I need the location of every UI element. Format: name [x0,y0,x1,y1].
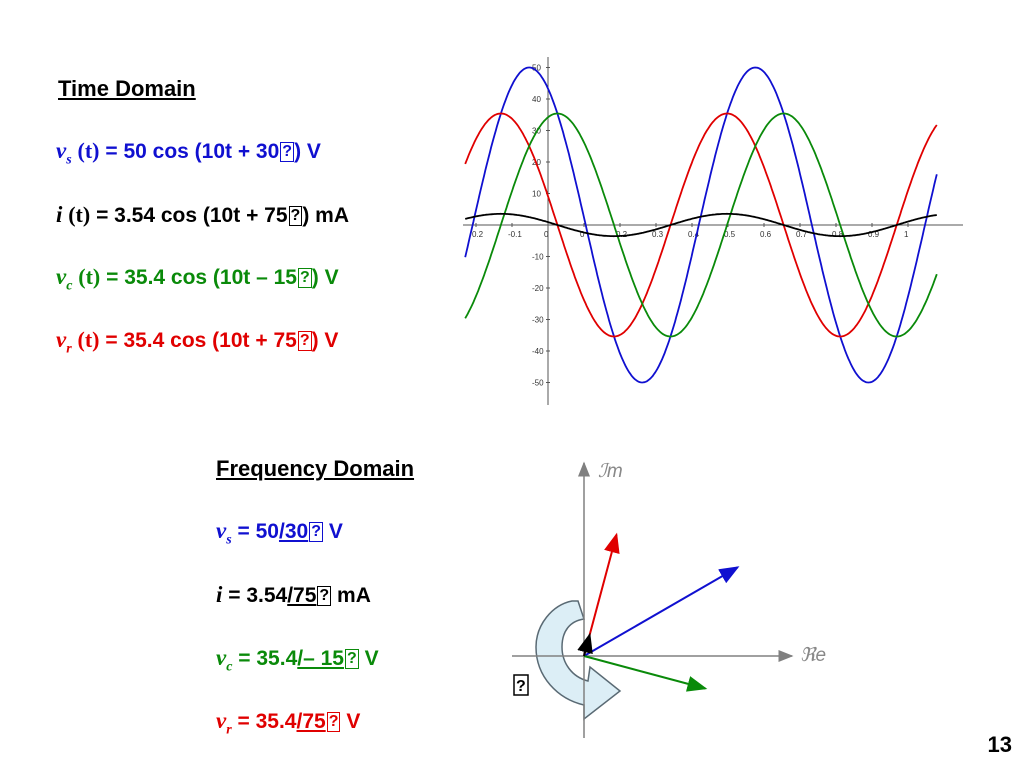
y-tick-label: 50 [532,64,541,73]
vs-symbol: vs [216,518,232,548]
x-tick-label: 0.2 [472,230,484,239]
vr-time-equation: vr (t) = 35.4 cos (10t + 75?) V [56,327,339,357]
vs-phasor-arrow [583,566,740,657]
y-tick-label: -30 [532,316,544,325]
degree-glyph: ? [326,712,341,733]
x-tick-label: 0.4 [688,230,700,239]
vc-phasor-equation: vc = 35.4/– 15? V [216,645,379,675]
rotation-glyph-box [513,674,529,696]
y-tick-label: -20 [532,284,544,293]
y-tick-label: -50 [532,379,544,388]
vs-waveform [464,66,938,384]
x-tick-label: 0.8 [832,230,844,239]
vr-symbol: vr [56,327,72,357]
vc-waveform [464,112,938,338]
degree-glyph: ? [280,142,295,163]
i-symbol: i [216,582,223,607]
x-tick-label: 0.7 [796,230,808,239]
i-time-equation: i (t) = 3.54 cos (10t + 75?) mA [56,202,349,227]
vs-time-equation: vs (t) = 50 cos (10t + 30?) V [56,138,321,168]
i-symbol: i [56,202,63,227]
vs-phasor-equation: vs = 50/30? V [216,518,343,548]
x-tick-label: 0.3 [652,230,664,239]
degree-glyph: ? [288,206,303,227]
y-tick-label: -40 [532,347,544,356]
x-tick-label: 0.2 [616,230,628,239]
frequency-domain-heading: Frequency Domain [216,456,415,481]
vr-waveform [464,112,938,338]
vc-time-equation: vc (t) = 35.4 cos (10t – 15?) V [56,264,339,294]
vc-symbol: vc [56,264,73,294]
vr-symbol: vr [216,708,232,738]
x-tick-label: 1 [904,230,909,239]
degree-glyph: ? [298,268,312,289]
degree-glyph: ? [309,522,323,543]
y-tick-label: -10 [532,253,544,262]
x-tick-label: 0.5 [724,230,736,239]
imaginary-axis-label: ℐm [598,461,623,482]
x-tick-label: 0 [580,230,585,239]
vs-symbol: vs [56,138,72,168]
degree-glyph: ? [344,649,359,670]
x-tick-label: -0.1 [508,230,522,239]
degree-glyph: ? [317,586,332,607]
y-tick-label: 40 [532,95,541,104]
real-axis-label: ℜe [800,645,826,666]
phasor-diagram: ℐm ℜe ? [512,461,826,738]
degree-glyph: ? [297,331,312,352]
y-tick-label: 10 [532,190,541,199]
page-number: 13 [987,732,1012,757]
waveform-plot: 0.2 -0.1 0 0 0.2 0.3 0.4 0.5 0.6 0.7 0.8 0.9 1504030… [463,57,963,405]
x-tick-label: 0.6 [760,230,772,239]
angle-value: /75? [287,584,332,607]
angle-value: /30? [278,520,323,543]
vr-phasor-equation: vr = 35.4/75? V [216,708,361,738]
i-phasor-arrow [577,632,593,657]
rotation-arrow-icon [535,600,622,721]
time-domain-heading: Time Domain [58,76,196,101]
i-phasor-equation: i = 3.54/75? mA [216,582,371,607]
rotation-glyph: ? [516,678,526,695]
vc-symbol: vc [216,645,233,675]
vc-phasor-arrow [583,655,708,692]
angle-value: /75? [296,710,341,733]
angle-value: /– 15? [297,647,359,670]
x-tick-label: 0 [544,230,549,239]
i-waveform [464,212,937,238]
x-tick-label: 0.9 [868,230,880,239]
